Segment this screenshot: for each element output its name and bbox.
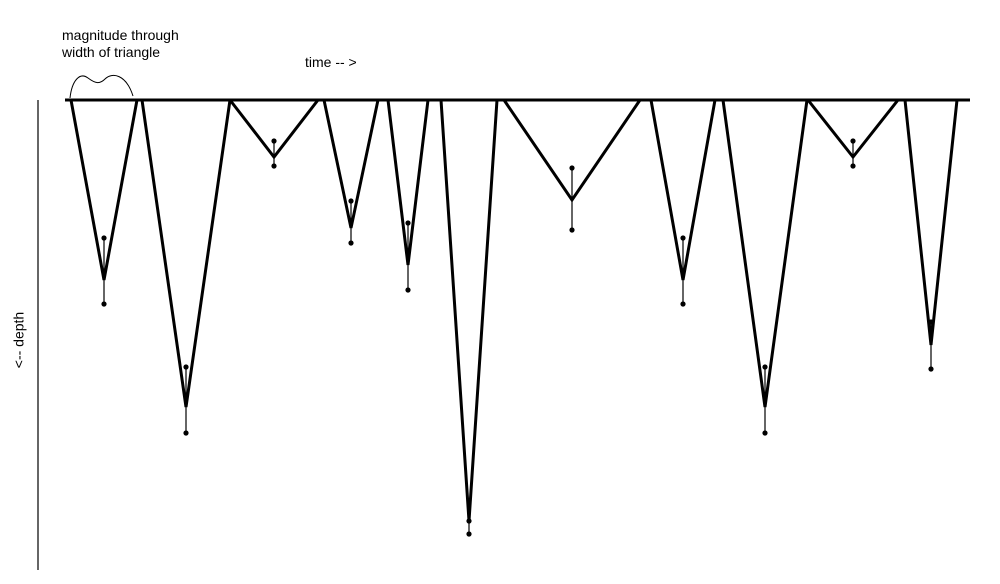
- uncertainty-bottom-dot: [405, 287, 411, 293]
- uncertainty-top-dot: [271, 138, 277, 144]
- uncertainty-top-dot: [928, 319, 934, 325]
- magnitude-label-line2: width of triangle: [62, 44, 161, 60]
- event-6: [439, 99, 499, 537]
- uncertainty-top-dot: [680, 235, 686, 241]
- depth-axis-label: <-- depth: [10, 311, 27, 369]
- event-11: [903, 99, 959, 372]
- uncertainty-bottom-dot: [850, 163, 856, 169]
- event-8: [649, 99, 717, 307]
- event-10: [806, 99, 900, 169]
- uncertainty-top-dot: [405, 220, 411, 226]
- time-axis-label: time -- >: [305, 54, 357, 70]
- uncertainty-bottom-dot: [348, 240, 354, 246]
- event-3: [228, 99, 320, 169]
- uncertainty-bottom-dot: [183, 430, 189, 436]
- event-5: [386, 99, 430, 293]
- magnitude-brace: [69, 75, 134, 99]
- uncertainty-bottom-dot: [928, 366, 934, 372]
- event-triangle: [721, 99, 809, 408]
- event-9: [721, 99, 809, 436]
- uncertainty-top-dot: [762, 364, 768, 370]
- event-7: [502, 99, 642, 233]
- events-group: [69, 99, 959, 537]
- uncertainty-top-dot: [569, 165, 575, 171]
- event-triangle: [439, 99, 499, 522]
- uncertainty-bottom-dot: [271, 163, 277, 169]
- magnitude-label: magnitude through width of triangle: [62, 27, 179, 61]
- uncertainty-bottom-dot: [569, 227, 575, 233]
- uncertainty-bottom-dot: [762, 430, 768, 436]
- uncertainty-top-dot: [466, 518, 472, 524]
- magnitude-label-line1: magnitude through: [62, 27, 179, 43]
- event-4: [322, 99, 380, 246]
- event-1: [69, 99, 139, 307]
- uncertainty-bottom-dot: [466, 531, 472, 537]
- uncertainty-bottom-dot: [680, 301, 686, 307]
- uncertainty-top-dot: [348, 198, 354, 204]
- event-triangle: [903, 99, 959, 346]
- event-triangle: [140, 99, 232, 408]
- event-2: [140, 99, 232, 436]
- uncertainty-top-dot: [183, 364, 189, 370]
- uncertainty-top-dot: [850, 138, 856, 144]
- uncertainty-top-dot: [101, 235, 107, 241]
- uncertainty-bottom-dot: [101, 301, 107, 307]
